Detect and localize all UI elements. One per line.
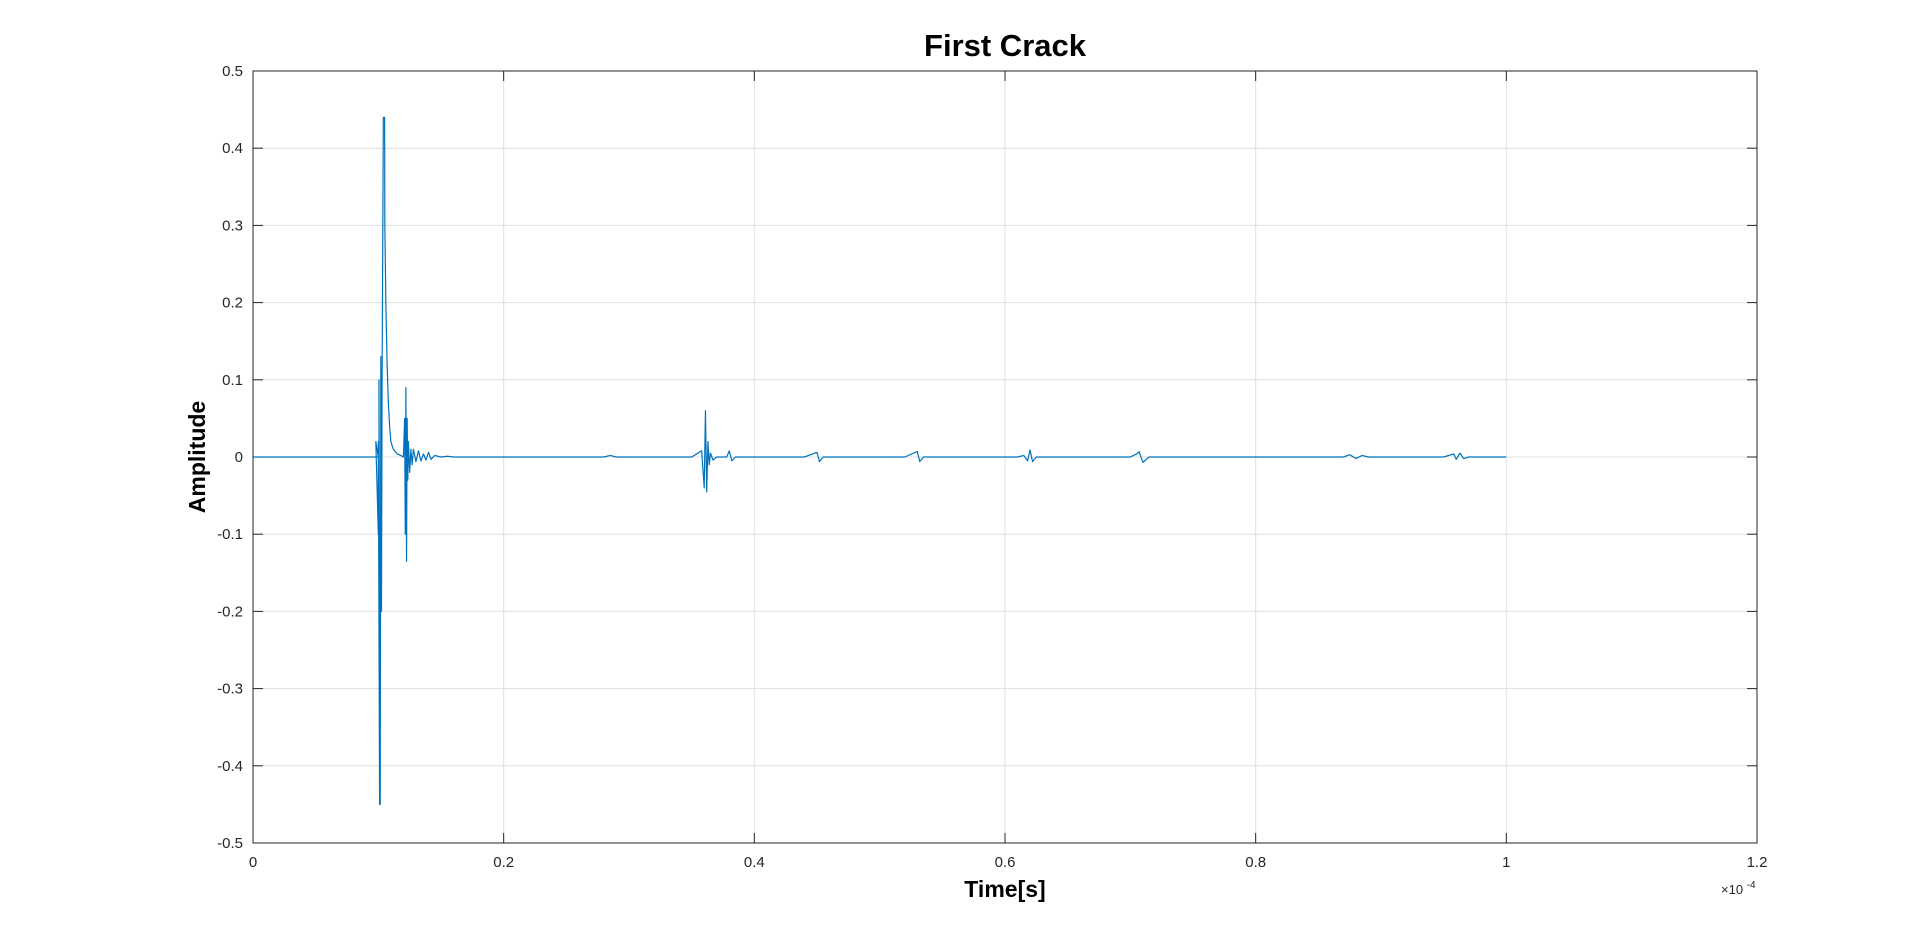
y-tick-label: 0.2 (222, 295, 243, 312)
x-tick-labels: 0 0.2 0.4 0.6 0.8 1 1.2 (249, 854, 1768, 871)
y-tick-label: 0.5 (222, 63, 243, 80)
x-axis-exponent: ×10 -4 (1721, 880, 1756, 897)
x-tick-label: 1.2 (1747, 854, 1768, 871)
x-tick-label: 0.6 (995, 854, 1016, 871)
y-tick-label: 0.1 (222, 372, 243, 389)
y-tick-label: -0.3 (217, 681, 243, 698)
axes-box (252, 70, 1758, 844)
series-line-0 (253, 116, 1507, 806)
x-tick-label: 1 (1502, 854, 1510, 871)
chart-title: First Crack (924, 28, 1087, 63)
y-tick-label: -0.4 (217, 758, 243, 775)
y-tick-label: 0.4 (222, 140, 243, 157)
series-layer (253, 116, 1507, 806)
y-tick-label: 0.3 (222, 217, 243, 234)
x-exponent-power: -4 (1747, 880, 1756, 891)
plot-area (252, 70, 1758, 844)
x-tick-label: 0.2 (493, 854, 514, 871)
y-tick-label: -0.1 (217, 526, 243, 543)
y-tick-label: -0.2 (217, 603, 243, 620)
x-exponent-base: ×10 (1721, 882, 1743, 897)
x-tick-label: 0 (249, 854, 257, 871)
x-tick-label: 0.8 (1245, 854, 1266, 871)
y-tick-label: -0.5 (217, 835, 243, 852)
y-axis-label: Amplitude (184, 401, 210, 513)
x-tick-label: 0.4 (744, 854, 765, 871)
y-tick-labels: -0.5 -0.4 -0.3 -0.2 -0.1 0 0.1 0.2 0.3 0.4 0.5 (217, 63, 243, 852)
grid-lines (253, 71, 1757, 843)
y-tick-label: 0 (235, 449, 243, 466)
x-axis-label: Time[s] (964, 876, 1045, 902)
